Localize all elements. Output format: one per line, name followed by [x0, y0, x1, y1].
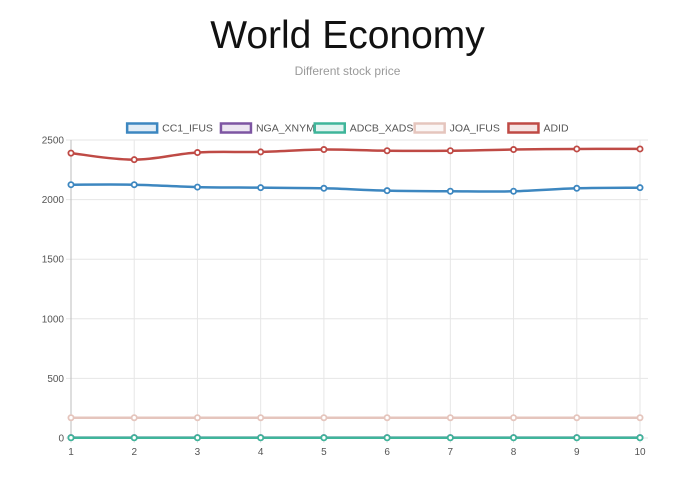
data-point: [446, 147, 454, 155]
data-point: [446, 434, 454, 442]
data-point: [510, 434, 518, 442]
data-point: [573, 184, 581, 192]
data-point: [636, 184, 644, 192]
x-tick-label: 9: [574, 447, 580, 458]
x-tick-label: 7: [448, 447, 454, 458]
data-point: [130, 181, 138, 189]
data-point: [320, 434, 328, 442]
legend-label: ADID: [543, 123, 569, 135]
legend-label: ADCB_XADS: [350, 123, 414, 135]
chart-subtitle: Different stock price: [294, 64, 401, 78]
legend-swatch: [413, 122, 446, 134]
data-point: [510, 414, 518, 422]
data-point: [383, 434, 391, 442]
data-point: [320, 184, 328, 192]
y-tick-label: 2500: [42, 136, 65, 147]
x-tick-label: 5: [321, 447, 327, 458]
x-tick-label: 4: [258, 447, 264, 458]
data-point: [130, 414, 138, 422]
data-point: [67, 434, 75, 442]
data-point: [130, 434, 138, 442]
x-tick-label: 2: [131, 447, 137, 458]
data-point: [383, 187, 391, 195]
data-point: [257, 184, 265, 192]
data-point: [510, 187, 518, 195]
series-lines: [70, 147, 641, 440]
legend-swatch: [219, 122, 253, 134]
data-point: [67, 149, 75, 157]
legend-label: NGA_XNYM: [256, 123, 315, 135]
data-point: [67, 414, 75, 422]
data-point: [257, 148, 265, 156]
data-point: [193, 434, 201, 442]
legend-label: JOA_IFUS: [450, 123, 500, 135]
legend-swatch: [125, 122, 159, 134]
data-point: [446, 187, 454, 195]
legend-swatch: [507, 122, 540, 134]
data-point: [320, 146, 328, 154]
x-tick-label: 1: [68, 447, 74, 458]
legend: CC1_IFUS NGA_XNYM ADCB_XADS JOA_IFUS ADID: [125, 122, 569, 135]
y-tick-label: 500: [47, 374, 64, 385]
data-point: [383, 414, 391, 422]
series-points: [67, 145, 644, 442]
data-point: [446, 414, 454, 422]
data-point: [193, 149, 201, 157]
chart-title: World Economy: [210, 14, 485, 57]
y-tick-label: 1500: [42, 255, 65, 266]
x-tick-label: 8: [511, 447, 517, 458]
legend-label: CC1_IFUS: [162, 123, 213, 135]
data-point: [636, 145, 644, 153]
data-point: [257, 414, 265, 422]
y-tick-label: 1000: [42, 314, 65, 325]
data-point: [257, 434, 265, 442]
data-point: [383, 147, 391, 155]
y-tick-label: 0: [58, 434, 64, 445]
legend-swatch: [313, 122, 346, 134]
data-point: [510, 146, 518, 154]
y-tick-label: 2000: [42, 195, 65, 206]
series-line: [70, 147, 641, 161]
data-point: [636, 434, 644, 442]
data-point: [636, 414, 644, 422]
x-tick-label: 3: [195, 447, 201, 458]
x-tick-label: 6: [384, 447, 390, 458]
data-point: [130, 156, 138, 164]
data-point: [193, 414, 201, 422]
data-point: [193, 183, 201, 191]
data-point: [320, 414, 328, 422]
series-line: [70, 183, 641, 193]
data-point: [573, 434, 581, 442]
x-tick-label: 10: [634, 447, 646, 458]
data-point: [67, 181, 75, 189]
data-point: [573, 414, 581, 422]
data-point: [573, 145, 581, 153]
